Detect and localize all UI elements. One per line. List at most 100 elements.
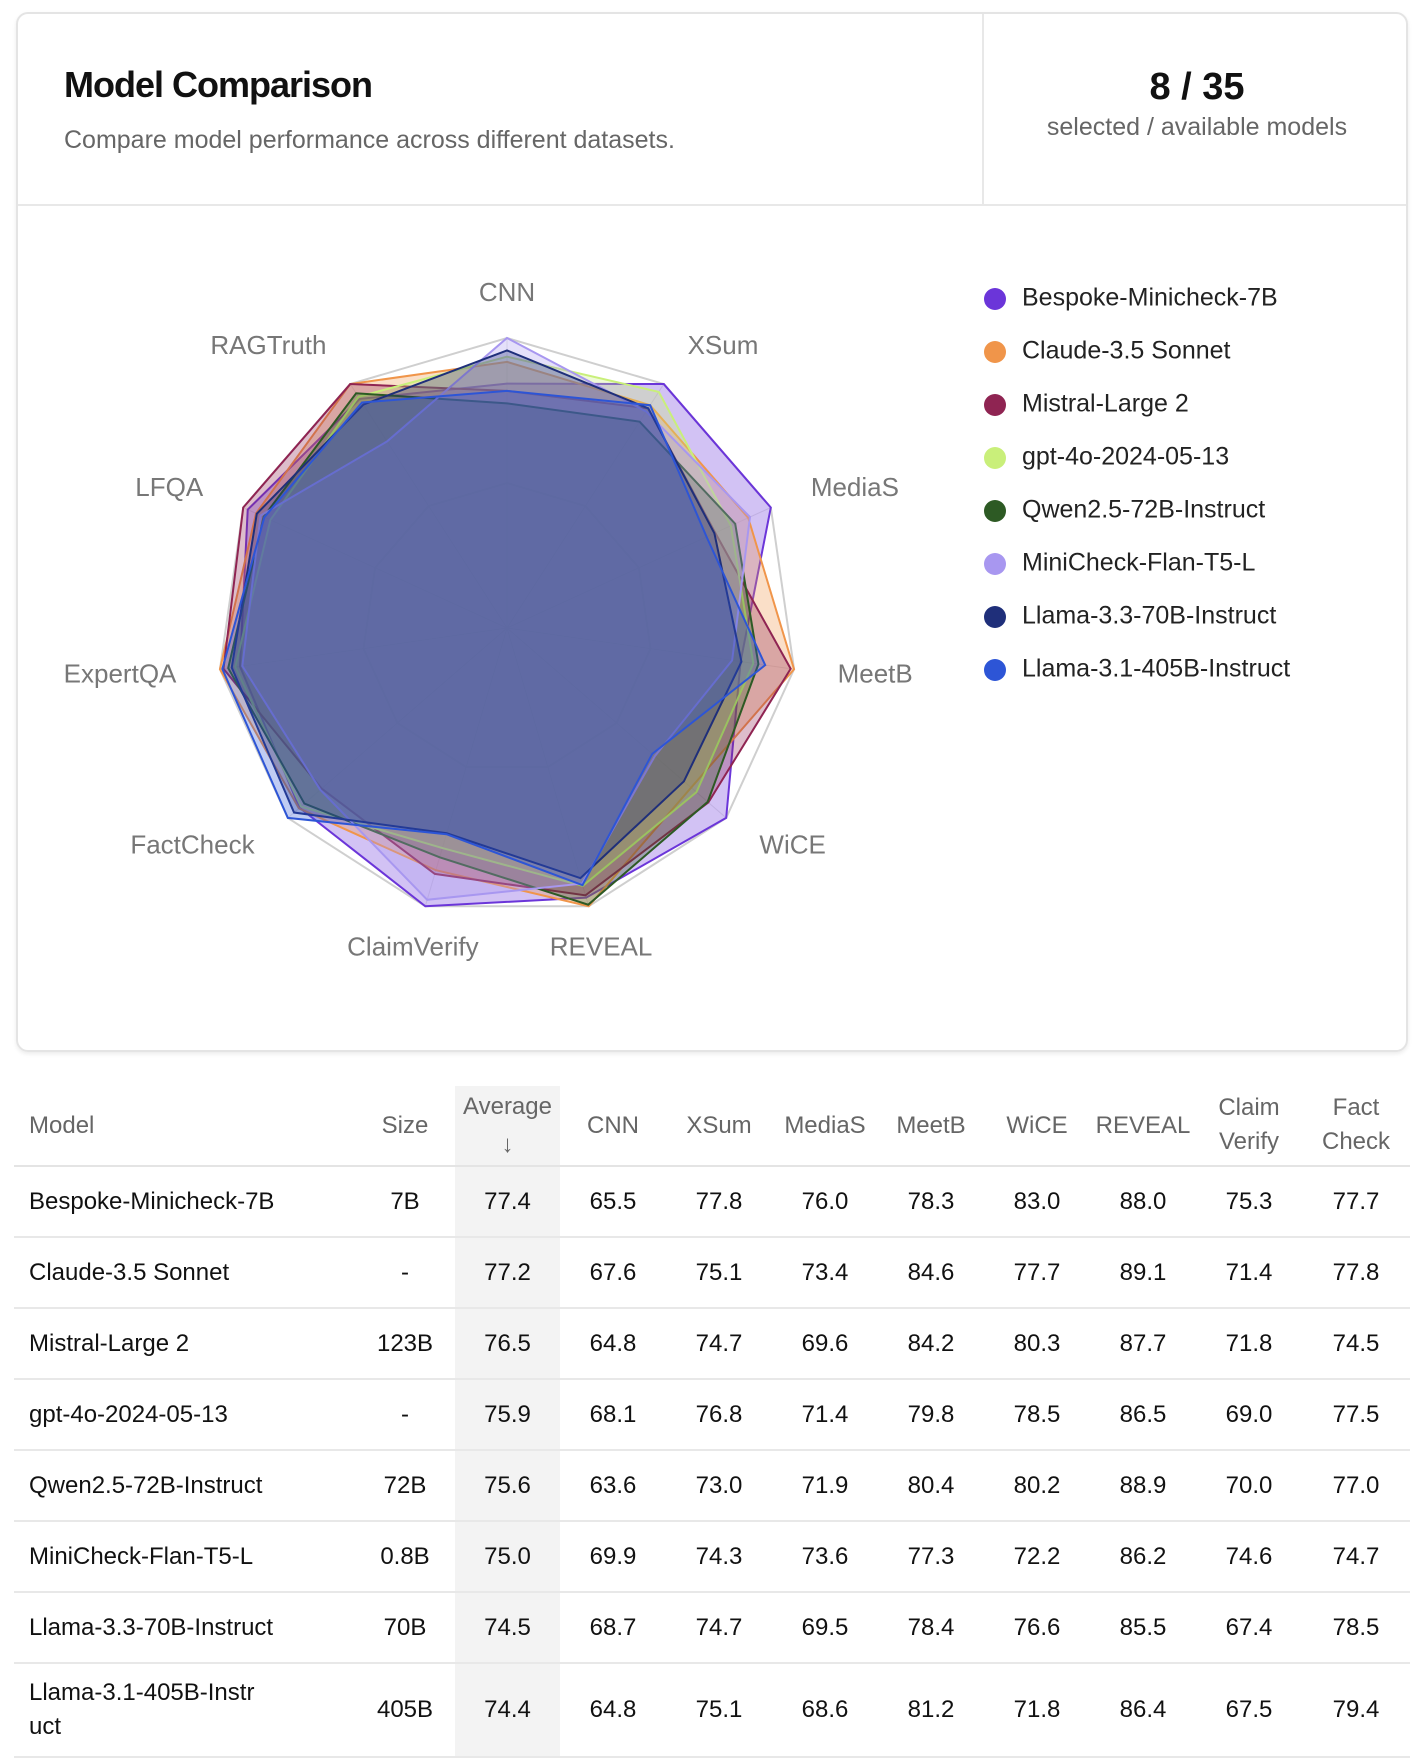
axis-label: CNN xyxy=(479,277,535,307)
table-cell: 74.6 xyxy=(1196,1521,1302,1593)
legend-marker xyxy=(984,447,1006,469)
column-header: MeetB xyxy=(878,1086,984,1167)
table-cell: 69.0 xyxy=(1196,1379,1302,1451)
table-cell: 70.0 xyxy=(1196,1450,1302,1522)
spoke xyxy=(506,383,665,629)
table-cell: 74.7 xyxy=(666,1592,772,1664)
radar-area xyxy=(221,389,767,887)
count: 8 / 35 xyxy=(1149,66,1245,108)
legend-marker xyxy=(984,606,1006,628)
header-text: XSum xyxy=(686,1111,752,1139)
comparison-card: Model Comparison Compare model performan… xyxy=(16,12,1408,1052)
column-header[interactable]: Average ↓ xyxy=(455,1086,560,1167)
table-cell: 76.8 xyxy=(666,1379,772,1451)
table-cell: 67.6 xyxy=(560,1237,666,1309)
table-cell: 69.5 xyxy=(772,1592,878,1664)
column-header: XSum xyxy=(666,1086,772,1167)
table-cell: 72.2 xyxy=(984,1521,1090,1593)
table-cell: 0.8B xyxy=(355,1521,455,1593)
table-cell: - xyxy=(355,1237,455,1309)
axis-label: RAGTruth xyxy=(210,330,326,360)
sort-indicator: ↓ xyxy=(501,1130,514,1158)
column-header: Model xyxy=(14,1086,355,1167)
table-cell: Llama-3.1-405B-Instruct xyxy=(14,1663,355,1758)
spoke xyxy=(506,627,727,819)
table-cell: 71.4 xyxy=(772,1379,878,1451)
legend-label: MiniCheck-Flan-T5-L xyxy=(1022,549,1255,577)
column-header: Fact Check xyxy=(1302,1086,1410,1167)
header-text: CNN xyxy=(587,1111,639,1139)
table-row: Llama-3.3-70B-Instruct 70B 74.5 68.7 74.7 69.… xyxy=(14,1592,1410,1664)
table-cell: MiniCheck-Flan-T5-L xyxy=(14,1521,355,1593)
column-header: MediaS xyxy=(772,1086,878,1167)
table-cell: 80.2 xyxy=(984,1450,1090,1522)
axis-label: MeetB xyxy=(838,658,913,688)
table-cell: 64.8 xyxy=(560,1663,666,1758)
radar-area xyxy=(227,392,760,906)
spoke xyxy=(219,627,508,670)
table-cell: 63.6 xyxy=(560,1450,666,1522)
table-cell: 74.5 xyxy=(455,1592,560,1664)
legend-label: gpt-4o-2024-05-13 xyxy=(1022,443,1229,471)
table-cell: 86.2 xyxy=(1090,1521,1196,1593)
legend-label: Qwen2.5-72B-Instruct xyxy=(1022,496,1265,524)
table-cell: 81.2 xyxy=(878,1663,984,1758)
table-cell: - xyxy=(355,1379,455,1451)
table-cell: 84.6 xyxy=(878,1237,984,1309)
table-cell: 84.2 xyxy=(878,1308,984,1380)
table-cell: 76.0 xyxy=(772,1166,878,1238)
column-header: WiCE xyxy=(984,1086,1090,1167)
table-cell: 87.7 xyxy=(1090,1308,1196,1380)
spoke xyxy=(349,383,508,629)
table-cell: 77.0 xyxy=(1302,1450,1410,1522)
legend-label: Mistral-Large 2 xyxy=(1022,390,1189,418)
table-cell: 68.6 xyxy=(772,1663,878,1758)
table-cell: 7B xyxy=(355,1166,455,1238)
table-cell: 69.9 xyxy=(560,1521,666,1593)
legend-label: Llama-3.3-70B-Instruct xyxy=(1022,602,1276,630)
table-row: Mistral-Large 2 123B 76.5 64.8 74.7 69.6 84.2 8… xyxy=(14,1308,1410,1380)
spoke xyxy=(424,627,508,907)
spoke xyxy=(506,627,795,670)
header-text: Size xyxy=(381,1111,429,1139)
table-cell: Qwen2.5-72B-Instruct xyxy=(14,1450,355,1522)
header-row: Model Size Average ↓ CNN XSum MediaS MeetB WiCE R… xyxy=(14,1086,1410,1167)
radar-area xyxy=(230,349,743,880)
radar-chart: CNN XSum MediaS MeetB WiCE REVEAL ClaimVerify F… xyxy=(64,277,1291,961)
table-cell: 77.3 xyxy=(878,1521,984,1593)
header-text: Model xyxy=(29,1111,95,1139)
model-count: 8 / 35 selected / available models xyxy=(982,14,1410,204)
table-cell: 69.6 xyxy=(772,1308,878,1380)
table-cell: Llama-3.3-70B-Instruct xyxy=(14,1592,355,1664)
table-cell: 85.5 xyxy=(1090,1592,1196,1664)
table-cell: 68.7 xyxy=(560,1592,666,1664)
table-cell: 74.4 xyxy=(455,1663,560,1758)
legend-marker xyxy=(984,394,1006,416)
axis-label: FactCheck xyxy=(130,830,255,860)
table-row: MiniCheck-Flan-T5-L 0.8B 75.0 69.9 74.3 73.6 7… xyxy=(14,1521,1410,1593)
table-cell: 83.0 xyxy=(984,1166,1090,1238)
table-cell: 79.8 xyxy=(878,1379,984,1451)
column-header: CNN xyxy=(560,1086,666,1167)
table-cell: 74.7 xyxy=(666,1308,772,1380)
table-cell: 75.1 xyxy=(666,1663,772,1758)
table-cell: 76.5 xyxy=(455,1308,560,1380)
table-cell: 75.3 xyxy=(1196,1166,1302,1238)
table-cell: 71.8 xyxy=(984,1663,1090,1758)
axis-label: LFQA xyxy=(135,472,204,502)
table-cell: 77.4 xyxy=(455,1166,560,1238)
count-caption: selected / available models xyxy=(1046,113,1348,141)
table-cell: 71.4 xyxy=(1196,1237,1302,1309)
legend-marker xyxy=(984,500,1006,522)
table-row: Qwen2.5-72B-Instruct 72B 75.6 63.6 73.0 71.9 8… xyxy=(14,1450,1410,1522)
table-cell: 70B xyxy=(355,1592,455,1664)
legend-marker xyxy=(984,288,1006,310)
header-text: WiCE xyxy=(1006,1111,1068,1139)
table-cell: 73.0 xyxy=(666,1450,772,1522)
table-cell: 89.1 xyxy=(1090,1237,1196,1309)
grid-ring xyxy=(362,481,652,769)
legend-label: Claude-3.5 Sonnet xyxy=(1022,337,1231,365)
table-row: Claude-3.5 Sonnet -77.2 67.6 75.1 73.4 84.6 77… xyxy=(14,1237,1410,1309)
axis-label: MediaS xyxy=(811,472,899,502)
